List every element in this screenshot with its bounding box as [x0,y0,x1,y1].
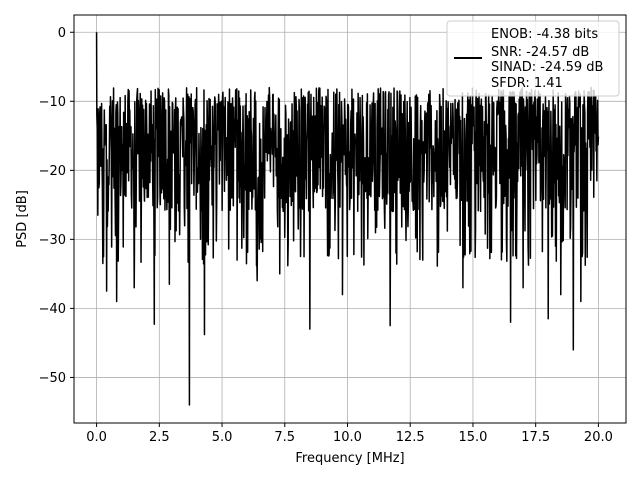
y-tick-label: −20 [39,164,66,179]
y-axis-ticks: 0 −10 −20 −30 −40 −50 [39,26,74,386]
axes-frame [73,14,627,424]
y-tick-label: −50 [39,371,66,386]
y-tick-label: −40 [39,302,66,317]
y-tick-label: 0 [58,26,66,41]
legend-entry-sinad: SINAD: -24.59 dB [491,60,603,75]
x-axis-ticks: 0.0 2.5 5.0 7.5 10.0 12.5 15.0 17.5 20.0 [86,423,613,445]
x-tick-label: 0.0 [86,430,107,445]
x-axis-label: Frequency [MHz] [295,451,404,466]
series-layer [95,32,600,406]
x-tick-label: 12.5 [396,430,425,445]
x-tick-label: 17.5 [521,430,550,445]
legend-entry-enob: ENOB: -4.38 bits [491,27,598,42]
legend-box [446,20,620,97]
x-tick-label: 20.0 [584,430,613,445]
x-tick-label: 10.0 [333,430,362,445]
x-tick-label: 7.5 [274,430,295,445]
legend-entry-snr: SNR: -24.57 dB [491,45,589,60]
y-tick-label: −10 [39,95,66,110]
y-tick-label: −30 [39,233,66,248]
x-tick-label: 15.0 [458,430,487,445]
legend: ENOB: -4.38 bits SNR: -24.57 dB SINAD: -… [446,20,620,97]
legend-entry-sfdr: SFDR: 1.41 [491,76,563,91]
x-tick-label: 5.0 [212,430,233,445]
psd-series-line [95,32,600,406]
y-axis-label: PSD [dB] [15,190,30,248]
x-tick-label: 2.5 [149,430,170,445]
